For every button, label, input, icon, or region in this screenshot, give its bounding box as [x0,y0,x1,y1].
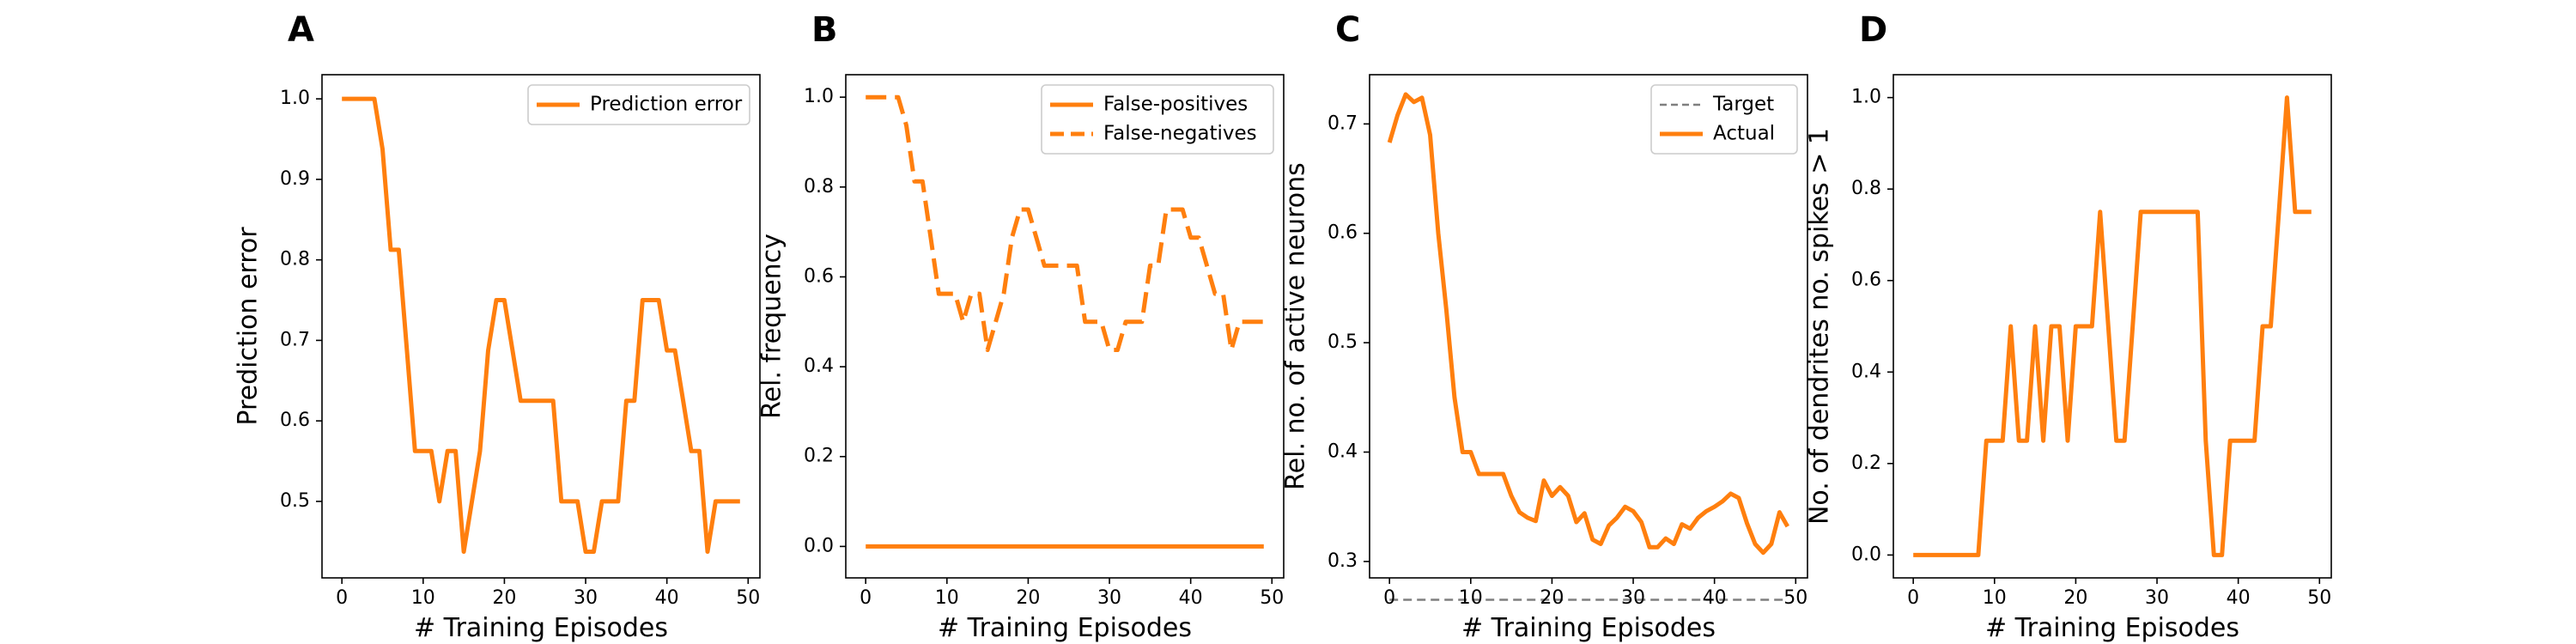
y-tick-label: 0.7 [280,329,310,350]
y-tick-label: 0.3 [1327,550,1358,572]
x-tick-label: 10 [411,587,435,609]
x-tick-label: 40 [1703,587,1727,609]
x-axis-label: # Training Episodes [414,613,668,643]
axes-frame [845,74,1285,579]
legend-label: False-negatives [1103,123,1257,145]
x-tick-label: 50 [1260,587,1284,609]
legend: Prediction error [527,84,750,125]
y-tick-label: 0.8 [1851,178,1881,199]
y-axis-label: Prediction error [234,227,264,426]
y-tick-label: 0.9 [280,168,310,190]
series-line-main [1913,95,2312,557]
y-tick-label: 0.8 [280,249,310,270]
y-tick-label: 0.4 [1851,361,1881,382]
x-tick-label: 10 [935,587,959,609]
x-tick-label: 30 [574,587,598,609]
x-tick-label: 40 [655,587,679,609]
x-tick-label: 40 [2227,587,2251,609]
x-tick-label: 10 [1983,587,2007,609]
series-line-prediction-error [342,96,740,554]
legend-label: Target [1712,94,1774,116]
chart-panel-d: D 0 10 20 30 40 50 0.0 0.2 0.4 0.6 0.8 1.0 # Training… [1805,10,2332,643]
y-tick-label: 0.6 [1851,270,1881,291]
x-tick-label: 50 [2307,587,2331,609]
x-tick-label: 40 [1179,587,1203,609]
x-tick-label: 20 [492,587,516,609]
y-tick-label: 0.8 [804,176,834,197]
series-line-false-negatives [866,94,1264,352]
legend-label: Actual [1713,123,1775,145]
legend-box [1041,84,1274,155]
y-tick-label: 0.0 [804,535,834,556]
y-tick-label: 0.7 [1327,112,1358,134]
axes-frame [1369,74,1808,579]
series-line-actual [1387,92,1789,556]
panel-letter: A [288,10,314,50]
x-tick-label: 20 [2063,587,2087,609]
y-tick-label: 0.6 [804,265,834,287]
x-tick-label: 30 [2145,587,2169,609]
y-tick-label: 1.0 [1851,87,1881,108]
x-axis-label: # Training Episodes [1985,613,2239,643]
y-axis-label: Rel. no. of active neurons [1281,162,1311,490]
x-tick-label: 20 [1540,587,1564,609]
x-tick-label: 30 [1097,587,1121,609]
panel-letter: C [1335,10,1360,50]
x-tick-label: 0 [1383,587,1395,609]
x-tick-label: 50 [736,587,760,609]
y-tick-label: 0.5 [1327,331,1358,353]
y-tick-label: 0.6 [280,410,310,431]
legend: False-positives False-negatives [1041,84,1274,155]
y-tick-label: 1.0 [280,88,310,109]
y-axis-label: Rel. frequency [757,234,787,419]
axes-frame [1893,74,2332,579]
x-tick-label: 30 [1621,587,1645,609]
chart-panel-b: B 0 10 20 30 40 50 0.0 0.2 0.4 0.6 0.8 1.0 # Training… [757,10,1285,643]
y-axis-label: No. of dendrites no. spikes > 1 [1805,128,1835,525]
x-axis-label: # Training Episodes [938,613,1192,643]
x-axis-label: # Training Episodes [1461,613,1716,643]
y-tick-label: 0.4 [804,355,834,377]
y-tick-label: 0.6 [1327,222,1358,244]
y-tick-label: 0.5 [280,490,310,512]
x-tick-label: 0 [1907,587,1919,609]
x-tick-label: 50 [1783,587,1807,609]
panel-letter: D [1859,10,1887,50]
x-tick-label: 0 [336,587,348,609]
legend-label: Prediction error [590,94,743,116]
x-tick-label: 20 [1016,587,1040,609]
panel-letter: B [811,10,838,50]
y-tick-label: 0.2 [804,446,834,467]
x-tick-label: 10 [1459,587,1483,609]
legend-box [1650,84,1798,155]
axes-frame [321,74,761,579]
legend-label: False-positives [1103,94,1248,116]
chart-panel-a: A 0 10 20 30 40 50 0.5 0.6 0.7 0.8 0.9 1.0 # Training… [234,10,761,643]
y-tick-label: 1.0 [804,86,834,107]
y-tick-label: 0.4 [1327,441,1358,463]
chart-panel-c: C 0 10 20 30 40 50 0.3 0.4 0.5 0.6 0.7 # Training Ep… [1281,10,1808,643]
legend-box [527,84,750,125]
x-tick-label: 0 [860,587,872,609]
legend: Target Actual [1650,84,1798,155]
y-tick-label: 0.0 [1851,544,1881,565]
y-tick-label: 0.2 [1851,453,1881,474]
